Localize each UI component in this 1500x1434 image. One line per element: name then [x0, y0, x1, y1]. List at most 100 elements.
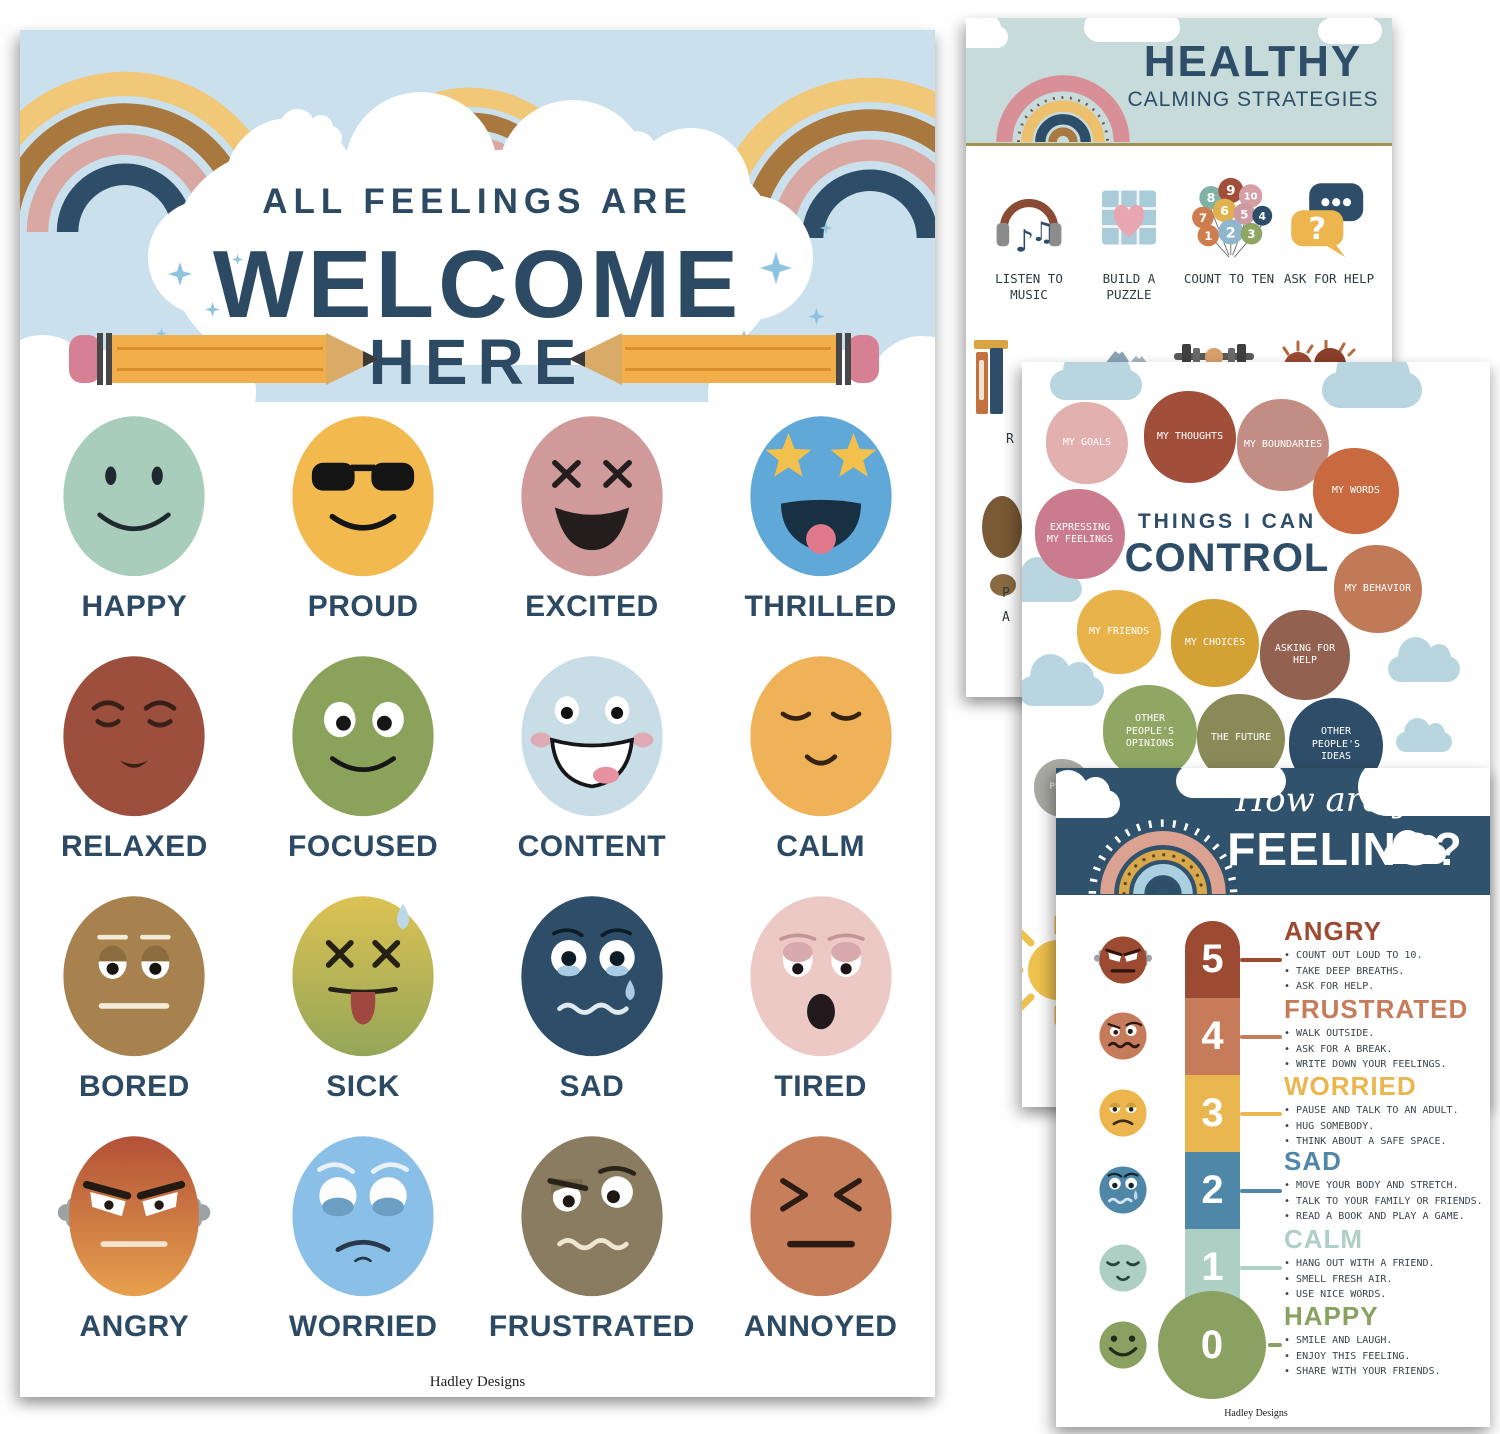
boho-rainbow-icon	[996, 75, 1130, 142]
control-bubble: MY BOUNDARIES	[1237, 399, 1329, 491]
control-title-block: THINGS I CAN CONTROL	[1122, 510, 1332, 581]
svg-text:3: 3	[1247, 227, 1255, 241]
level-title: ANGRY	[1284, 916, 1382, 946]
healthy-subtitle: CALMING STRATEGIES	[1127, 88, 1379, 111]
calm-mini-face-icon	[1099, 1244, 1147, 1292]
header-band: HEALTHY CALMING STRATEGIES	[966, 18, 1392, 143]
tick-line	[1268, 1343, 1282, 1347]
tick-line	[1240, 1035, 1282, 1039]
level-tips: WALK OUTSIDE. ASK FOR A BREAK. WRITE DOW…	[1284, 1026, 1484, 1073]
feelings-grid: HAPPY PROUD EXCITED	[20, 410, 935, 1370]
svg-text:♫: ♫	[1031, 217, 1055, 248]
proud-face-icon	[292, 416, 434, 577]
thermometer-segment-2: 2	[1185, 1152, 1240, 1229]
boho-rainbow-icon	[1088, 819, 1238, 894]
tip: THINK ABOUT A SAFE SPACE.	[1284, 1134, 1484, 1150]
strategy-label: LISTEN TO MUSIC	[995, 271, 1063, 303]
pencil-icon	[69, 333, 379, 385]
thermometer-segment-3: 3	[1185, 1075, 1240, 1152]
svg-text:?: ?	[1308, 212, 1326, 247]
numbered-balloons-icon: 8 9 10 7 6 5 4 1 2 3	[1192, 177, 1273, 258]
header-band: How are you FEELING?	[1056, 768, 1490, 895]
angry-face-icon	[58, 1136, 211, 1297]
svg-text:1: 1	[1204, 229, 1212, 243]
angry-mini-face-icon	[1094, 936, 1152, 984]
feeling-label: CALM	[776, 830, 865, 863]
cloud-icon	[1318, 18, 1382, 44]
tip: HANG OUT WITH A FRIEND.	[1284, 1256, 1484, 1272]
brand-footer: Hadley Designs	[1224, 1408, 1288, 1419]
tip: ASK FOR A BREAK.	[1284, 1042, 1484, 1058]
svg-text:4: 4	[1259, 210, 1267, 223]
feeling-worried: WORRIED	[249, 1130, 478, 1370]
excited-face-icon	[521, 416, 663, 577]
feeling-label: FOCUSED	[288, 830, 439, 863]
control-bubble: OTHER PEOPLE'S OPINIONS	[1103, 685, 1197, 779]
tick-line	[1240, 1112, 1282, 1116]
level-title: FRUSTRATED	[1284, 994, 1469, 1024]
cloud-icon	[966, 18, 1008, 48]
feeling-label: PROUD	[307, 590, 419, 623]
feeling-title-line1: How are you	[1235, 780, 1455, 820]
level-title: WORRIED	[1284, 1071, 1417, 1101]
cloud-icon	[1358, 768, 1490, 816]
tip: SMELL FRESH AIR.	[1284, 1272, 1484, 1288]
tick-line	[1240, 958, 1282, 962]
feeling-sick: SICK	[249, 890, 478, 1130]
feeling-tired: TIRED	[706, 890, 935, 1130]
strategy-label: COUNT TO TEN	[1183, 271, 1275, 286]
strategy-build-a-puzzle: BUILD A PUZZLE	[1080, 170, 1178, 304]
cloud-icon	[498, 100, 648, 250]
control-bubble: EXPRESSING MY FEELINGS	[1035, 489, 1125, 579]
worried-face-icon	[292, 1136, 434, 1297]
tip: READ A BOOK AND PLAY A GAME.	[1284, 1209, 1484, 1225]
tired-face-icon	[749, 896, 892, 1057]
level-worried: WORRIED PAUSE AND TALK TO AN ADULT. HUG …	[1284, 1073, 1484, 1150]
happy-mini-face-icon	[1099, 1321, 1147, 1369]
title-line-2: WELCOME	[212, 231, 743, 338]
tip: SHARE WITH YOUR FRIENDS.	[1284, 1364, 1484, 1380]
svg-text:2: 2	[1226, 225, 1236, 241]
thermometer-bulb-0: 0	[1158, 1291, 1266, 1399]
happy-face-icon	[63, 416, 206, 577]
thermometer-segment-5: 5	[1185, 921, 1240, 998]
level-angry: ANGRY COUNT OUT LOUD TO 10. TAKE DEEP BR…	[1284, 918, 1484, 995]
annoyed-face-icon	[749, 1136, 892, 1297]
feeling-sad: SAD	[478, 890, 707, 1130]
feeling-thrilled: THRILLED	[706, 410, 935, 650]
feeling-title-line2: FEELING?	[1227, 823, 1463, 875]
strategy-label: BUILD A PUZZLE	[1102, 271, 1156, 303]
cloud-icon	[1022, 557, 1082, 602]
sparkle-icon	[232, 254, 243, 265]
content-face-icon	[521, 656, 663, 817]
cloud-icon	[1396, 717, 1452, 752]
hidden-icon-fragment	[982, 496, 1022, 558]
control-bubble: MY BEHAVIOR	[1334, 545, 1422, 633]
feeling-annoyed: ANNOYED	[706, 1130, 935, 1370]
sky-background	[20, 30, 935, 450]
svg-text:6: 6	[1220, 203, 1229, 218]
feeling-label: FRUSTRATED	[488, 1310, 695, 1343]
cloud-icon	[1388, 637, 1460, 682]
thermometer-segment-4: 4	[1185, 998, 1240, 1075]
strategy-listen-to-music: ♪ ♫ LISTEN TO MUSIC	[980, 170, 1078, 304]
level-sad: SAD MOVE YOUR BODY AND STRETCH. TALK TO …	[1284, 1148, 1484, 1225]
sparkle-icon	[156, 328, 167, 339]
control-bubble: MY THOUGHTS	[1144, 391, 1236, 483]
calm-face-icon	[749, 656, 892, 817]
level-title: HAPPY	[1284, 1301, 1379, 1331]
feeling-calm: CALM	[706, 650, 935, 890]
tip: WRITE DOWN YOUR FEELINGS.	[1284, 1057, 1484, 1073]
level-happy: HAPPY SMILE AND LAUGH. ENJOY THIS FEELIN…	[1284, 1303, 1484, 1380]
feeling-label: ANNOYED	[743, 1310, 898, 1343]
cloud-icon	[148, 200, 263, 315]
tip: TALK TO YOUR FAMILY OR FRIENDS.	[1284, 1194, 1484, 1210]
level-title: SAD	[1284, 1146, 1342, 1176]
svg-text:8: 8	[1207, 190, 1216, 205]
label-fragment: P	[1002, 586, 1010, 601]
feeling-label: HAPPY	[81, 590, 188, 623]
sick-face-icon	[292, 896, 434, 1057]
control-bubble: MY CHOICES	[1171, 599, 1259, 687]
cloud-icon	[1384, 829, 1446, 864]
control-bubble: THE FUTURE	[1197, 694, 1285, 782]
